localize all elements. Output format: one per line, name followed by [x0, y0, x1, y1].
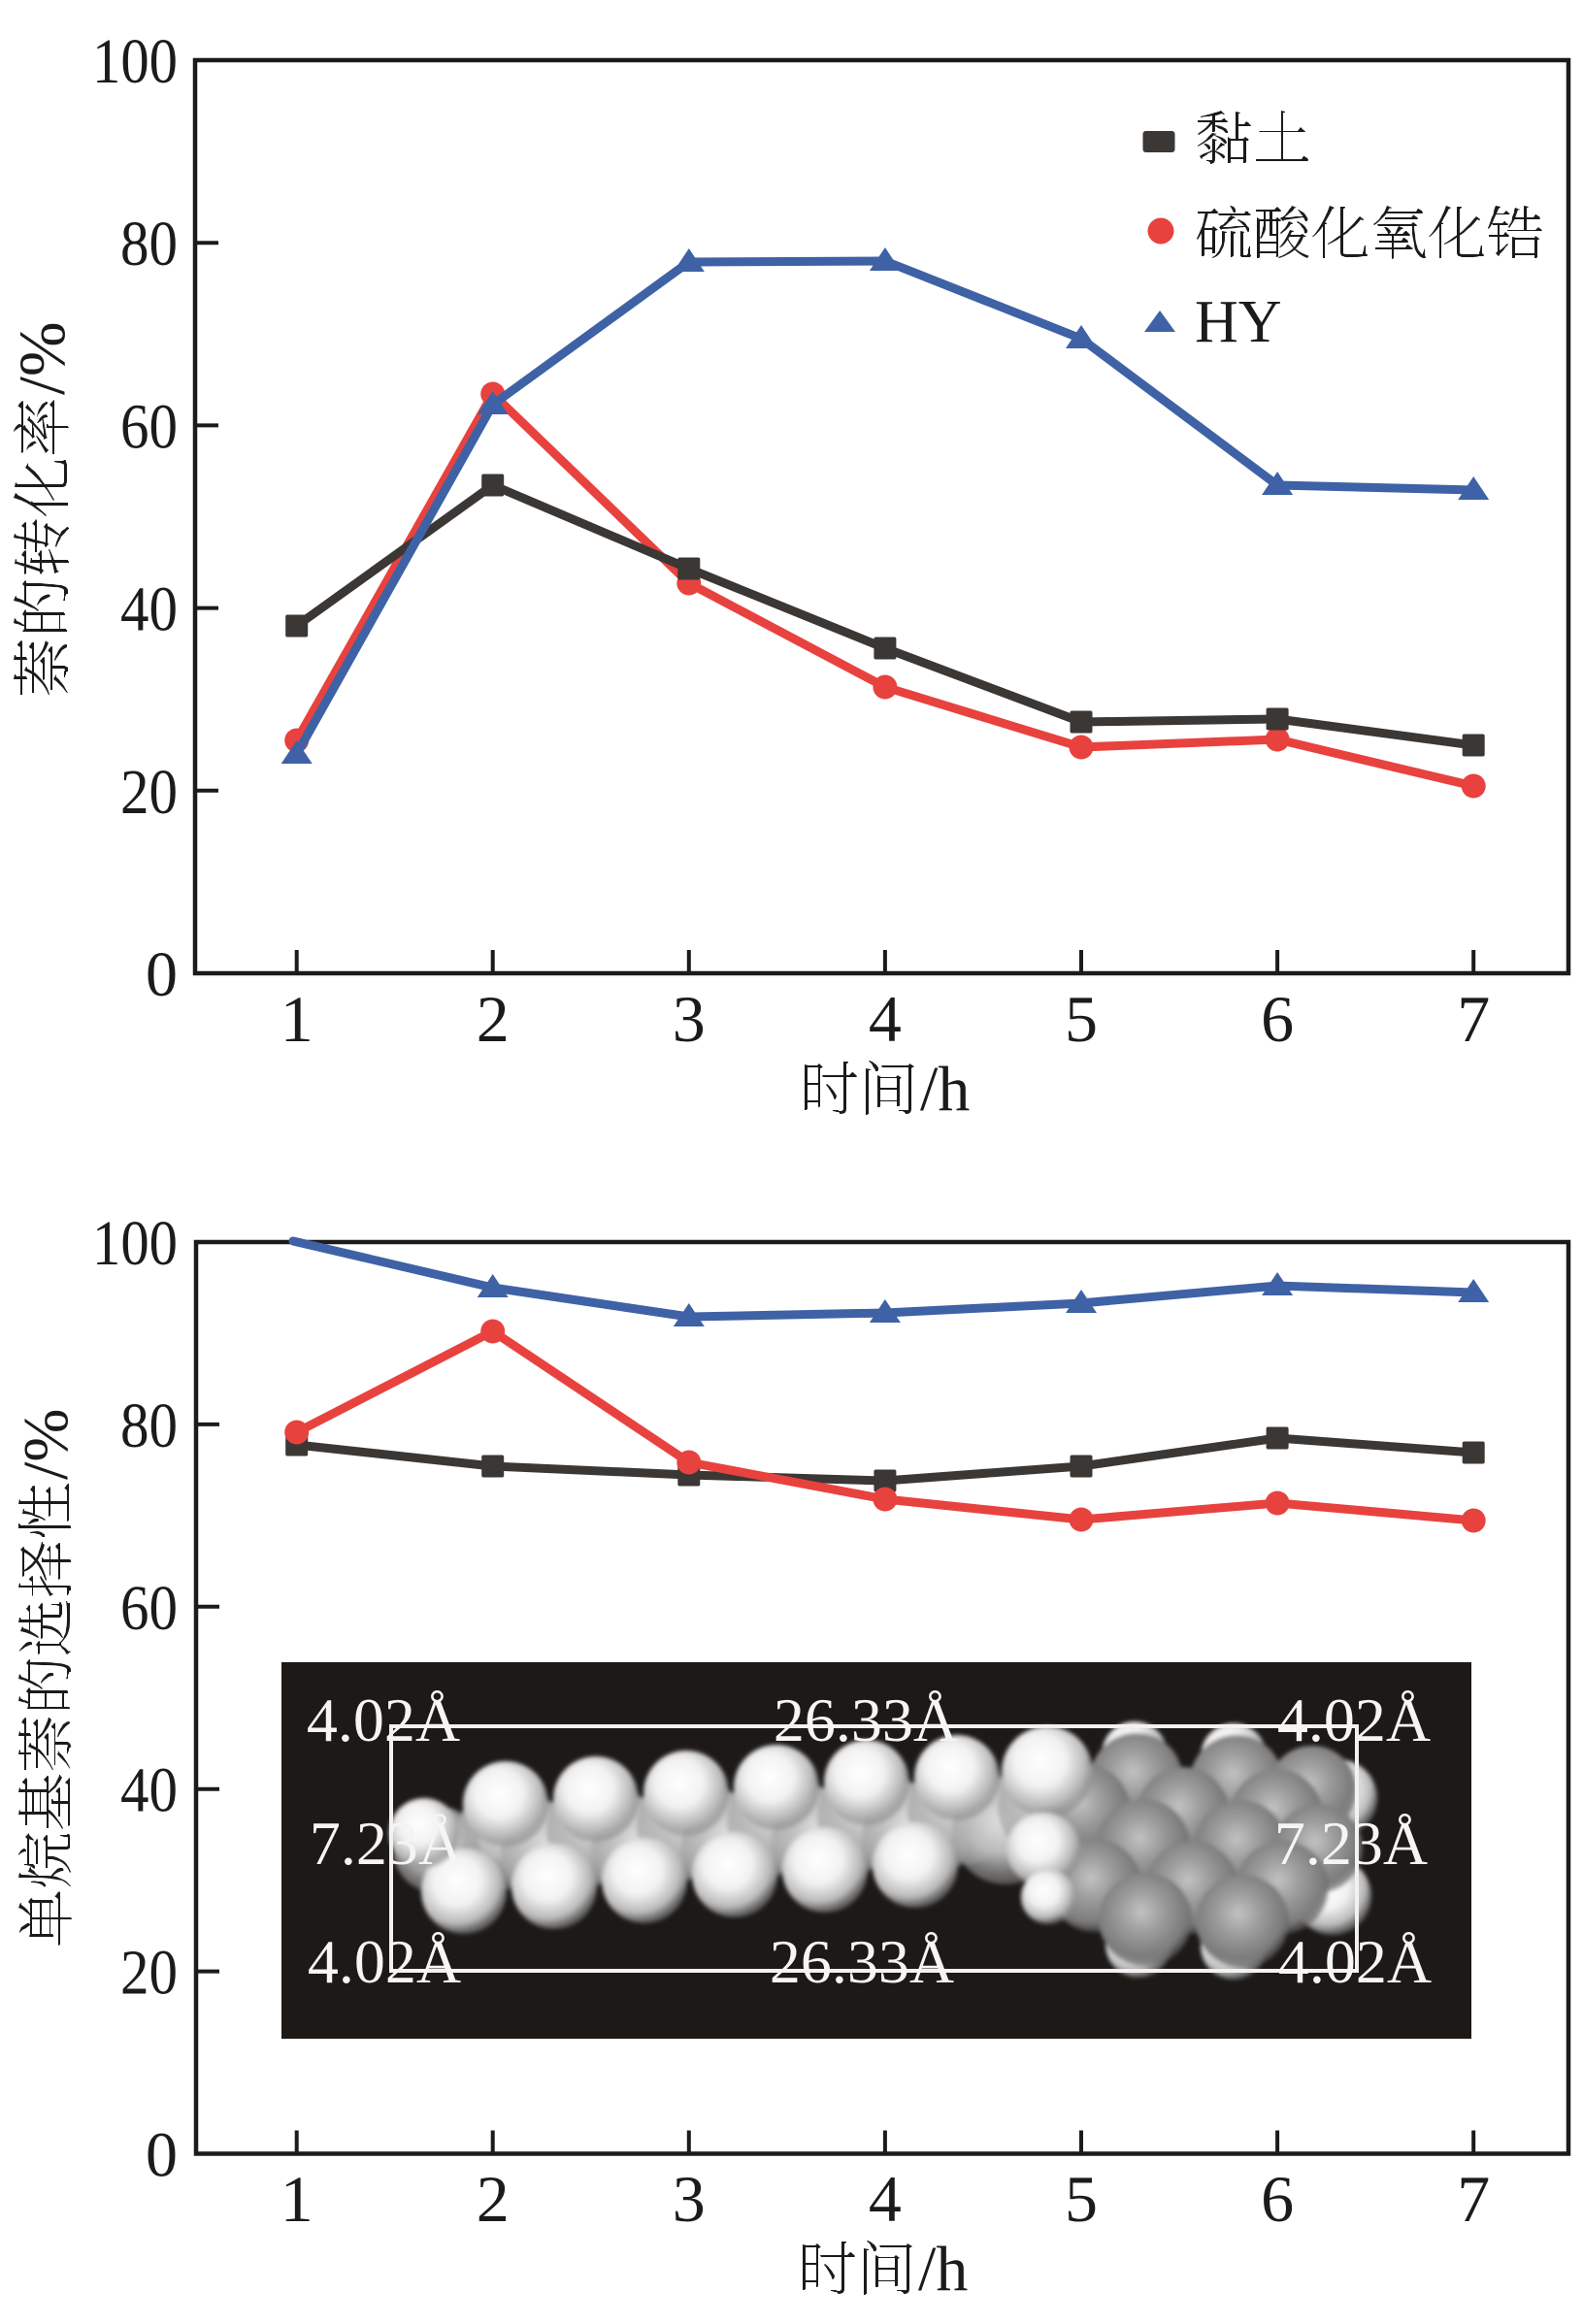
svg-text:4: 4: [869, 2162, 902, 2236]
svg-text:3: 3: [673, 2162, 706, 2236]
svg-text:4.02Å: 4.02Å: [308, 1927, 461, 1996]
svg-text:40: 40: [120, 574, 178, 645]
svg-text:4.02Å: 4.02Å: [307, 1686, 460, 1754]
svg-text:1: 1: [280, 2162, 313, 2236]
svg-text:/%: /%: [11, 1409, 82, 1480]
svg-text:1: 1: [280, 982, 313, 1056]
svg-text:HY: HY: [1195, 289, 1282, 355]
svg-text:2: 2: [477, 2162, 510, 2236]
svg-text:7.23Å: 7.23Å: [1274, 1809, 1428, 1878]
svg-text:6: 6: [1261, 982, 1294, 1056]
svg-text:4: 4: [869, 982, 902, 1056]
svg-text:0: 0: [146, 939, 178, 1010]
svg-text:7: 7: [1457, 982, 1490, 1056]
svg-text:6: 6: [1261, 2162, 1294, 2236]
svg-text:/h: /h: [920, 1054, 970, 1125]
svg-text:60: 60: [120, 391, 178, 462]
svg-text:100: 100: [92, 1208, 178, 1279]
svg-text:5: 5: [1065, 982, 1098, 1056]
svg-text:80: 80: [120, 1391, 178, 1461]
svg-text:2: 2: [477, 982, 510, 1056]
svg-text:26.33Å: 26.33Å: [774, 1686, 958, 1754]
svg-text:7.23Å: 7.23Å: [310, 1809, 463, 1878]
svg-text:7: 7: [1457, 2162, 1490, 2236]
svg-text:60: 60: [120, 1573, 178, 1644]
svg-text:40: 40: [120, 1755, 178, 1826]
svg-text:20: 20: [120, 1938, 178, 2009]
svg-text:4.02Å: 4.02Å: [1278, 1927, 1432, 1996]
svg-text:/%: /%: [5, 321, 79, 395]
svg-text:0: 0: [146, 2120, 178, 2191]
svg-text:4.02Å: 4.02Å: [1277, 1686, 1431, 1754]
svg-text:20: 20: [120, 757, 178, 828]
svg-text:26.33Å: 26.33Å: [770, 1927, 954, 1996]
svg-text:100: 100: [92, 26, 178, 97]
svg-text:/h: /h: [918, 2234, 968, 2305]
svg-text:5: 5: [1065, 2162, 1098, 2236]
svg-text:3: 3: [673, 982, 706, 1056]
svg-text:80: 80: [120, 209, 178, 279]
